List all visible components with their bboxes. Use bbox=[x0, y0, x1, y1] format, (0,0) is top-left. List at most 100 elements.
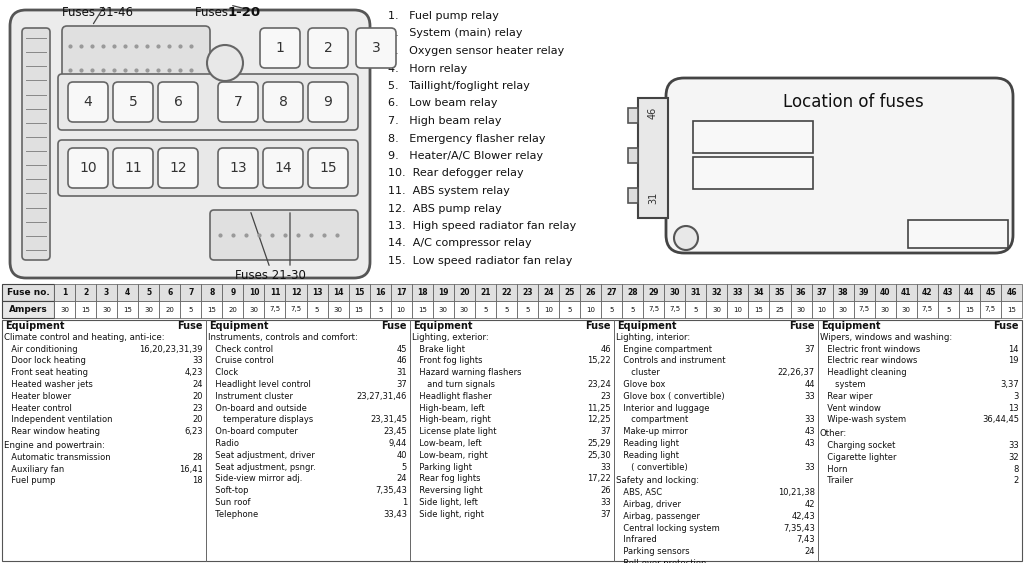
Text: 25,30: 25,30 bbox=[587, 451, 611, 460]
FancyBboxPatch shape bbox=[22, 28, 50, 260]
Text: 12,25: 12,25 bbox=[588, 415, 611, 425]
Bar bbox=[180, 301, 202, 318]
Text: Vent window: Vent window bbox=[822, 404, 881, 413]
Text: 5: 5 bbox=[483, 306, 487, 312]
Text: 5.   Taillight/foglight relay: 5. Taillight/foglight relay bbox=[388, 81, 529, 91]
Text: 24: 24 bbox=[805, 547, 815, 556]
Bar bbox=[908, 220, 1008, 248]
Bar bbox=[517, 284, 538, 301]
Bar bbox=[665, 284, 685, 301]
Bar bbox=[707, 284, 727, 301]
Bar bbox=[538, 284, 559, 301]
Bar bbox=[412, 301, 433, 318]
Bar bbox=[96, 284, 117, 301]
Bar bbox=[623, 284, 643, 301]
Text: 30: 30 bbox=[881, 306, 890, 312]
FancyBboxPatch shape bbox=[68, 148, 108, 188]
Text: 10,21,38: 10,21,38 bbox=[778, 488, 815, 497]
Text: 13.  High speed radiator fan relay: 13. High speed radiator fan relay bbox=[388, 221, 577, 231]
Text: 33: 33 bbox=[600, 463, 611, 472]
Text: Ampers: Ampers bbox=[8, 305, 47, 314]
Text: Equipment: Equipment bbox=[617, 321, 677, 331]
Text: system: system bbox=[822, 380, 865, 389]
Text: 12: 12 bbox=[291, 288, 301, 297]
Text: 20: 20 bbox=[795, 167, 811, 180]
Text: 11: 11 bbox=[124, 161, 142, 175]
Text: 15: 15 bbox=[354, 306, 364, 312]
Bar bbox=[517, 301, 538, 318]
Text: 30: 30 bbox=[902, 306, 910, 312]
Text: 20: 20 bbox=[459, 288, 470, 297]
Text: ( convertible): ( convertible) bbox=[618, 463, 688, 472]
Text: 2.   System (main) relay: 2. System (main) relay bbox=[388, 29, 522, 38]
Text: Low-beam, right: Low-beam, right bbox=[414, 451, 487, 460]
Bar bbox=[244, 301, 264, 318]
Text: 11: 11 bbox=[695, 167, 711, 180]
Text: 20: 20 bbox=[193, 392, 203, 401]
Text: 27: 27 bbox=[606, 288, 617, 297]
Text: Electric rear windows: Electric rear windows bbox=[822, 356, 918, 365]
Text: 15: 15 bbox=[123, 306, 132, 312]
Text: 7,43: 7,43 bbox=[797, 535, 815, 544]
Bar bbox=[958, 301, 980, 318]
Text: Automatic transmission: Automatic transmission bbox=[6, 453, 111, 462]
Bar bbox=[75, 284, 96, 301]
Bar bbox=[916, 284, 938, 301]
Text: Infrared: Infrared bbox=[618, 535, 656, 544]
Text: 46: 46 bbox=[396, 356, 407, 365]
Bar bbox=[693, 121, 813, 153]
Text: 15: 15 bbox=[965, 306, 974, 312]
Text: Glove box ( convertible): Glove box ( convertible) bbox=[618, 392, 725, 401]
Bar bbox=[2, 320, 1022, 561]
Text: 33: 33 bbox=[732, 288, 743, 297]
Bar bbox=[727, 284, 749, 301]
Text: 37: 37 bbox=[817, 288, 827, 297]
Bar bbox=[812, 284, 833, 301]
Bar bbox=[769, 284, 791, 301]
Text: ABS, ASC: ABS, ASC bbox=[618, 488, 663, 497]
Text: Instruments, controls and comfort:: Instruments, controls and comfort: bbox=[208, 333, 357, 342]
Text: Headlight level control: Headlight level control bbox=[210, 380, 311, 389]
Text: 33,43: 33,43 bbox=[383, 510, 407, 519]
Text: Door lock heating: Door lock heating bbox=[6, 356, 86, 365]
Bar bbox=[370, 301, 391, 318]
Text: 6: 6 bbox=[173, 95, 182, 109]
Text: Charging socket: Charging socket bbox=[822, 441, 895, 450]
Text: 30: 30 bbox=[60, 306, 69, 312]
Text: 31: 31 bbox=[648, 192, 658, 204]
Text: License plate light: License plate light bbox=[414, 427, 497, 436]
Text: 6.   Low beam relay: 6. Low beam relay bbox=[388, 99, 498, 109]
Text: 15: 15 bbox=[354, 288, 365, 297]
Text: Reading light: Reading light bbox=[618, 451, 679, 460]
FancyBboxPatch shape bbox=[58, 140, 358, 196]
FancyBboxPatch shape bbox=[308, 148, 348, 188]
Text: 28: 28 bbox=[628, 288, 638, 297]
Text: 41: 41 bbox=[901, 288, 911, 297]
Text: 26: 26 bbox=[600, 486, 611, 495]
Text: Interior and luggage: Interior and luggage bbox=[618, 404, 710, 413]
FancyBboxPatch shape bbox=[356, 28, 396, 68]
Text: 9: 9 bbox=[230, 288, 236, 297]
FancyBboxPatch shape bbox=[113, 82, 153, 122]
Text: 19: 19 bbox=[438, 288, 449, 297]
Text: 1.   Fuel pump relay: 1. Fuel pump relay bbox=[388, 11, 499, 21]
Text: 10: 10 bbox=[396, 306, 406, 312]
Bar bbox=[727, 301, 749, 318]
Text: 22,26,37: 22,26,37 bbox=[778, 368, 815, 377]
Text: 10: 10 bbox=[795, 131, 811, 144]
Text: 23: 23 bbox=[600, 392, 611, 401]
Text: 23: 23 bbox=[522, 288, 532, 297]
Text: 23,24: 23,24 bbox=[587, 380, 611, 389]
Text: compartment: compartment bbox=[618, 415, 688, 425]
Text: 45: 45 bbox=[396, 345, 407, 354]
Text: Horn: Horn bbox=[822, 464, 848, 473]
Bar bbox=[833, 301, 854, 318]
Text: 8: 8 bbox=[1014, 464, 1019, 473]
Bar bbox=[916, 301, 938, 318]
Text: Equipment: Equipment bbox=[209, 321, 268, 331]
Text: 20: 20 bbox=[228, 306, 238, 312]
Text: 15: 15 bbox=[319, 161, 337, 175]
Text: 5: 5 bbox=[609, 306, 613, 312]
Text: 2: 2 bbox=[83, 288, 88, 297]
Bar bbox=[665, 301, 685, 318]
